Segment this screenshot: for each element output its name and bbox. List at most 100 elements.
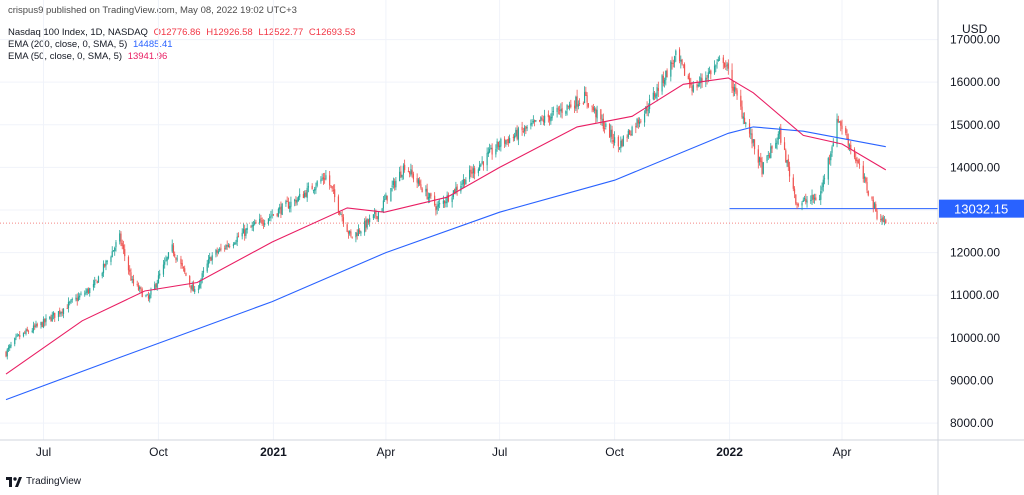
candle-369	[648, 94, 651, 114]
candle-196	[347, 230, 350, 239]
candle-313	[551, 106, 553, 121]
candle-117	[209, 252, 211, 264]
candle-439	[771, 145, 773, 154]
candle-14	[27, 329, 30, 335]
candle-484	[850, 140, 852, 155]
brand-name: TradingView	[26, 476, 82, 487]
candle-232	[410, 163, 412, 177]
candle-44	[80, 291, 82, 296]
candle-492	[865, 176, 867, 184]
candle-432	[760, 152, 762, 168]
candle-314	[552, 106, 554, 116]
candle-214	[377, 211, 379, 222]
y-tick-4: 12000.00	[950, 246, 1000, 260]
candle-104	[185, 272, 187, 277]
candle-436	[767, 151, 769, 160]
candle-234	[412, 171, 414, 183]
candle-185	[329, 170, 331, 190]
symbol-name[interactable]: Nasdaq 100 Index, 1D, NASDAQ	[8, 27, 148, 38]
candle-480	[845, 125, 847, 136]
candle-83	[149, 293, 151, 303]
candle-61	[111, 246, 113, 258]
candle-289	[509, 134, 511, 144]
candle-424	[745, 121, 747, 128]
candle-261	[461, 180, 463, 189]
candle-377	[663, 77, 666, 88]
candle-275	[486, 147, 488, 172]
candle-286	[505, 139, 507, 147]
candle-208	[367, 218, 370, 225]
candle-149	[264, 219, 266, 228]
candle-367	[646, 101, 648, 117]
candle-84	[150, 287, 152, 299]
candle-502	[882, 214, 884, 223]
candle-50	[92, 279, 95, 291]
candle-485	[853, 147, 856, 160]
candle-376	[662, 71, 664, 87]
candle-276	[487, 147, 489, 158]
candle-120	[215, 248, 217, 258]
candle-198	[350, 229, 352, 238]
candle-434	[762, 161, 764, 175]
candle-114	[202, 267, 205, 278]
candle-325	[573, 100, 576, 114]
candle-353	[621, 138, 623, 148]
candle-219	[386, 195, 388, 204]
currency-label[interactable]: USD	[962, 22, 988, 36]
candle-267	[471, 166, 473, 179]
candle-223	[394, 178, 396, 191]
candle-444	[780, 123, 782, 145]
candle-182	[322, 172, 325, 185]
ema50-legend[interactable]: EMA (50, close, 0, SMA, 5) 13941.96	[8, 51, 170, 62]
tradingview-brand[interactable]: TradingView	[6, 476, 81, 487]
candle-158	[280, 201, 282, 219]
candle-135	[241, 228, 243, 240]
price-axis[interactable]: 8000.009000.0010000.0011000.0012000.0013…	[950, 33, 1000, 431]
candle-43	[79, 293, 81, 300]
candle-53	[96, 280, 98, 284]
candle-80	[145, 294, 147, 298]
time-axis[interactable]: Jul Oct 2021 Apr Jul Oct 2022 Apr	[36, 445, 852, 459]
candle-199	[351, 236, 353, 239]
candle-427	[751, 128, 753, 149]
candle-166	[295, 196, 297, 206]
candle-99	[176, 254, 178, 262]
candle-305	[539, 119, 541, 123]
candle-421	[741, 100, 743, 119]
candle-245	[434, 192, 436, 207]
candle-363	[638, 117, 641, 128]
candle-343	[603, 122, 606, 134]
candle-312	[550, 113, 552, 125]
ema50-value: 13941.96	[127, 51, 168, 62]
candle-384	[675, 49, 677, 62]
candle-466	[820, 185, 822, 206]
candle-373	[656, 83, 658, 102]
candle-151	[269, 213, 271, 222]
candle-229	[404, 159, 406, 173]
candle-252	[445, 196, 447, 208]
ema200-legend[interactable]: EMA (200, close, 0, SMA, 5) 14485.41	[8, 39, 176, 50]
candle-368	[647, 103, 649, 117]
candle-227	[401, 174, 403, 181]
x-tick-3: Apr	[377, 445, 396, 459]
candle-332	[585, 86, 587, 97]
candle-338	[595, 107, 597, 124]
candle-355	[626, 134, 628, 142]
candle-269	[474, 165, 476, 180]
candle-32	[60, 311, 62, 317]
candle-407	[716, 58, 718, 69]
candle-279	[491, 143, 493, 160]
candle-378	[665, 70, 667, 86]
candle-160	[285, 199, 287, 207]
candle-489	[858, 158, 861, 169]
candle-336	[592, 103, 594, 113]
candle-399	[701, 73, 703, 88]
candle-490	[862, 161, 864, 183]
candle-271	[479, 160, 481, 171]
candle-445	[783, 137, 786, 151]
candle-352	[620, 136, 622, 153]
candle-10	[22, 332, 25, 338]
candle-76	[137, 282, 140, 291]
candle-165	[294, 198, 296, 207]
